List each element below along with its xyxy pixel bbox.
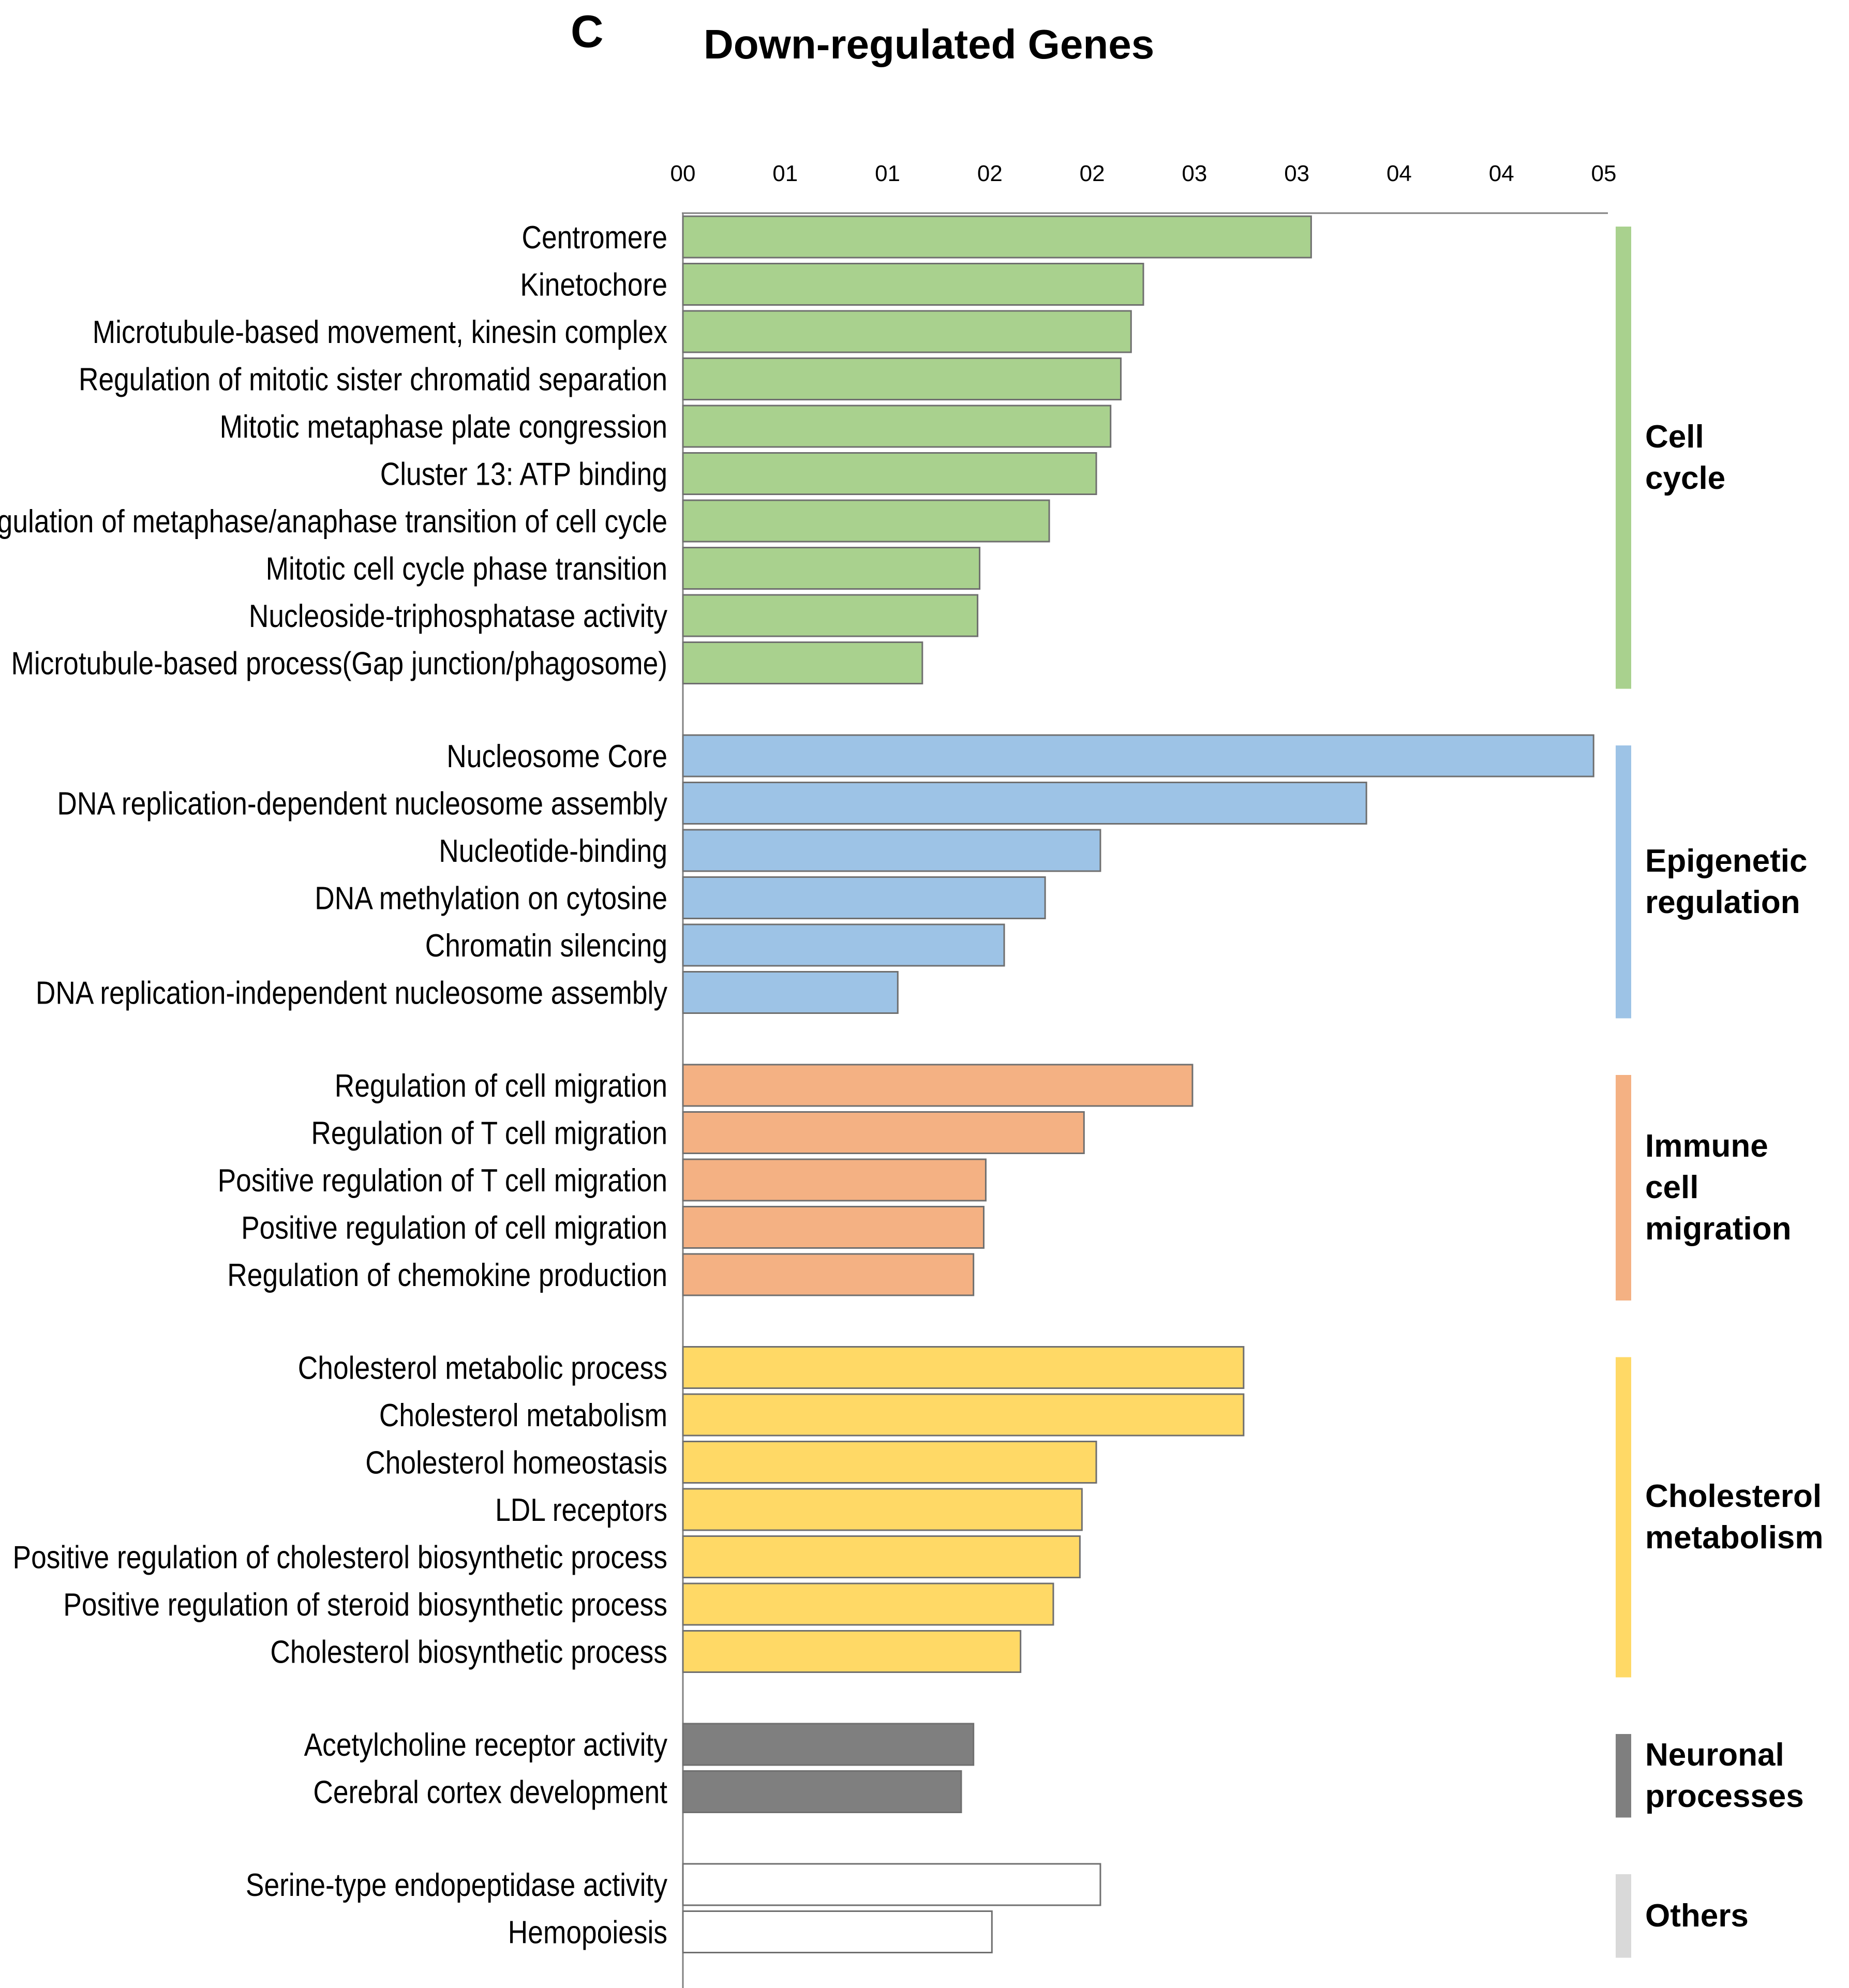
x-axis-ticks: 00 01 01 02 02 03 03 04 04 05 [670,161,1617,186]
bar [682,1863,1101,1906]
category-label: Positive regulation of cell migration [241,1210,667,1246]
category-label: DNA methylation on cytosine [315,881,667,917]
group-bracket [1616,227,1631,689]
bar [682,357,1122,400]
bar [682,1488,1083,1531]
x-tick-label: 02 [1080,161,1105,186]
category-label: Chromatin silencing [425,928,667,964]
category-label: Nucleotide-binding [439,833,667,869]
category-label: Regulation of cell migration [335,1068,667,1104]
category-label: Positive regulation of cholesterol biosy… [13,1540,668,1576]
bar [682,641,923,684]
category-label: Centromere [522,220,668,256]
bar [682,782,1367,825]
category-label: Nucleoside-triphosphatase activity [249,599,667,634]
category-labels: Centromere Kinetochore Microtubule-based m… [0,220,667,1951]
bar [682,1346,1245,1389]
category-label: Cholesterol biosynthetic process [270,1635,667,1670]
category-label: LDL receptors [495,1492,667,1528]
group-bracket [1616,1075,1631,1301]
group-label: Others [1645,1898,1749,1934]
group-label: Neuronal [1645,1737,1784,1773]
bar [682,405,1112,448]
category-label: DNA replication-independent nucleosome a… [36,976,667,1011]
x-tick-label: 01 [772,161,798,186]
group-label: processes [1645,1778,1804,1814]
group-bracket [1616,1357,1631,1678]
x-tick-label: 04 [1386,161,1412,186]
bar [682,1770,962,1813]
bar [682,263,1144,306]
category-label: Mitotic cell cycle phase transition [266,551,667,587]
category-label: Cholesterol metabolism [379,1398,667,1433]
category-label: Microtubule-based process(Gap junction/p… [11,646,668,682]
category-label: Regulation of mitotic sister chromatid s… [79,362,667,398]
x-tick-label: 02 [977,161,1003,186]
category-label: Cholesterol metabolic process [298,1351,667,1386]
bar [682,1393,1245,1437]
group-label: Immune [1645,1128,1768,1164]
x-tick-label: 01 [875,161,900,186]
group-brackets: Cell cycle Epigenetic regulation Immune cell m… [1616,227,1824,1958]
bar [682,1206,985,1249]
bar [682,1723,975,1766]
group-label: regulation [1645,885,1800,920]
x-tick-label: 05 [1591,161,1617,186]
bar [682,1910,993,1953]
category-label: Nucleosome Core [446,739,667,774]
bar [682,452,1097,495]
group-label: Cholesterol [1645,1478,1822,1514]
bar [682,1158,987,1202]
category-label: Positive regulation of T cell migration [218,1163,667,1199]
category-label: Cerebral cortex development [313,1775,667,1811]
bar [682,499,1050,543]
group-bracket [1616,745,1631,1019]
bar [682,1111,1085,1154]
category-label: Mitotic metaphase plate congression [220,409,667,445]
chart-title: Down-regulated Genes [704,21,1154,67]
category-label: Microtubule-based movement, kinesin comp… [93,315,667,350]
bar [682,547,981,590]
bar [682,594,979,637]
bar [682,310,1132,353]
group-bracket [1616,1734,1631,1818]
bar [682,1630,1022,1673]
category-label: Acetylcholine receptor activity [304,1727,667,1763]
bar [682,734,1594,778]
group-label: cell [1645,1170,1698,1205]
x-tick-label: 00 [670,161,696,186]
group-label: Cell [1645,419,1704,455]
bar [682,215,1312,259]
group-label: cycle [1645,460,1725,496]
x-tick-label: 03 [1182,161,1207,186]
bar [682,923,1005,967]
bar [682,1253,975,1296]
category-label: Serine-type endopeptidase activity [246,1867,667,1903]
category-label: Positive regulation of steroid biosynthe… [63,1587,667,1623]
group-label: Epigenetic [1645,843,1808,879]
bar [682,876,1046,919]
bar [682,1582,1054,1626]
bars [682,215,1594,1953]
category-label: Regulation of T cell migration [311,1116,667,1152]
group-bracket [1616,1874,1631,1958]
category-label: Cholesterol homeostasis [365,1445,667,1481]
x-tick-label: 04 [1489,161,1514,186]
category-label: Hemopoiesis [508,1915,667,1951]
group-label: metabolism [1645,1520,1824,1556]
group-label: migration [1645,1211,1791,1247]
category-label: DNA replication-dependent nucleosome ass… [57,786,667,822]
category-label: Kinetochore [520,267,667,303]
panel-letter: C [571,6,604,57]
bar [682,1535,1081,1578]
category-label: Regulation of metaphase/anaphase transit… [0,504,667,540]
bar [682,829,1101,872]
bar [682,1441,1097,1484]
bar [682,971,899,1014]
category-label: Cluster 13: ATP binding [380,457,667,492]
category-label: Regulation of chemokine production [227,1258,667,1293]
bar [682,1064,1194,1107]
x-tick-label: 03 [1284,161,1309,186]
